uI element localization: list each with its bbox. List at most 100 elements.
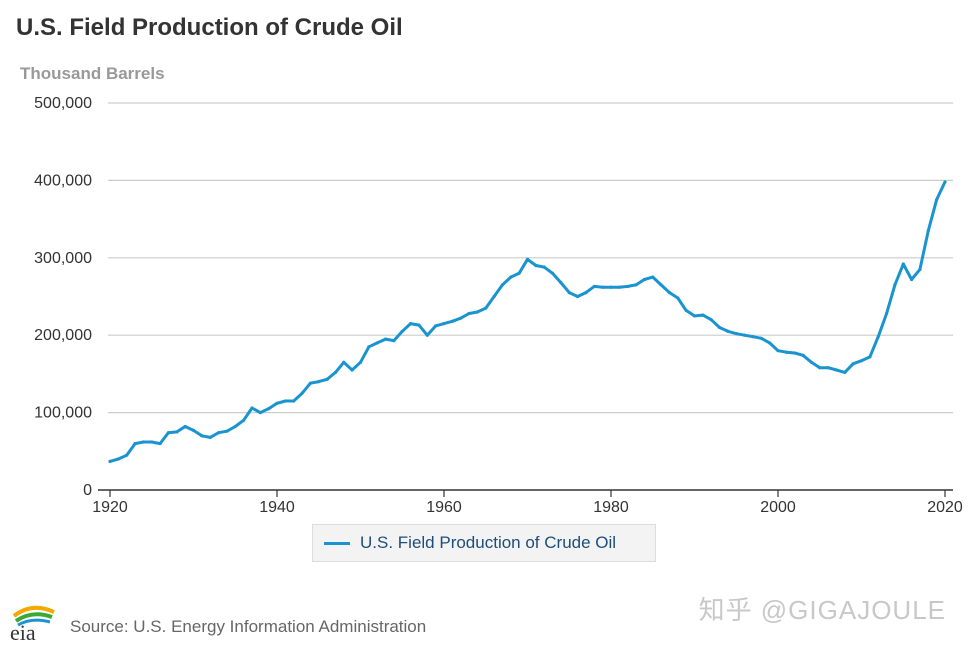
data-point xyxy=(191,428,196,433)
data-point xyxy=(383,337,388,341)
data-point xyxy=(642,277,647,282)
data-point xyxy=(484,306,488,310)
data-point xyxy=(859,359,864,363)
data-point xyxy=(125,453,129,457)
y-tick-label: 400,000 xyxy=(34,172,92,189)
legend-label: U.S. Field Production of Crude Oil xyxy=(360,533,617,552)
data-point xyxy=(709,318,713,322)
data-point xyxy=(651,275,655,279)
y-axis-unit-label: Thousand Barrels xyxy=(20,64,165,83)
data-point xyxy=(768,341,772,345)
data-point xyxy=(926,229,930,233)
series-line xyxy=(108,180,947,463)
data-point xyxy=(200,434,204,438)
data-point xyxy=(517,271,521,275)
data-point xyxy=(793,351,797,355)
data-point xyxy=(801,353,805,357)
data-point xyxy=(166,431,171,435)
data-point xyxy=(492,294,496,299)
data-point xyxy=(141,440,145,444)
x-tick-label: 2000 xyxy=(760,499,796,516)
data-point xyxy=(333,370,338,374)
legend[interactable]: U.S. Field Production of Crude Oil xyxy=(312,524,656,562)
data-point xyxy=(550,271,555,275)
data-point xyxy=(300,391,304,395)
data-point xyxy=(425,333,429,337)
grid-layer xyxy=(108,102,953,414)
data-point xyxy=(342,360,346,364)
data-point xyxy=(818,366,822,370)
data-point xyxy=(208,435,212,439)
chart-area: 0 100,000 200,000 300,000 400,000 500,000 1920… xyxy=(34,95,963,516)
chart-title: U.S. Field Production of Crude Oil xyxy=(16,14,403,41)
data-point xyxy=(108,459,112,463)
data-point xyxy=(175,430,179,434)
data-point xyxy=(308,381,312,385)
data-point xyxy=(634,283,638,287)
data-point xyxy=(158,441,162,446)
y-tick-label: 300,000 xyxy=(34,250,92,267)
data-point xyxy=(317,380,321,384)
data-point xyxy=(116,457,120,461)
series-layer xyxy=(108,180,947,463)
data-point xyxy=(567,291,571,295)
data-point xyxy=(434,324,438,328)
legend-swatch xyxy=(324,541,350,545)
data-point xyxy=(275,401,279,405)
data-point xyxy=(183,424,187,429)
data-point xyxy=(884,311,889,316)
y-tick-label: 200,000 xyxy=(34,327,92,344)
y-tick-label: 500,000 xyxy=(34,95,92,112)
data-point xyxy=(283,399,287,403)
data-point xyxy=(751,335,755,339)
data-point xyxy=(225,429,229,433)
data-point xyxy=(584,291,588,295)
source-note: Source: U.S. Energy Information Administ… xyxy=(70,617,427,636)
data-point xyxy=(826,366,830,370)
data-point xyxy=(876,335,880,339)
data-point xyxy=(601,285,605,289)
y-tick-label: 0 xyxy=(83,482,92,499)
data-point xyxy=(350,368,354,372)
data-point xyxy=(617,285,621,289)
data-point xyxy=(258,411,262,415)
x-tick-label: 1980 xyxy=(593,499,629,516)
data-point xyxy=(901,262,905,266)
data-point xyxy=(667,291,672,295)
y-tick-label: 100,000 xyxy=(34,405,92,422)
data-point xyxy=(759,336,763,340)
data-point xyxy=(576,294,580,299)
data-point xyxy=(500,283,505,287)
data-point xyxy=(467,311,471,316)
data-point xyxy=(743,333,747,337)
eia-logo: eia xyxy=(10,605,55,642)
data-point xyxy=(409,321,413,326)
data-point xyxy=(659,283,663,287)
data-point xyxy=(701,313,705,317)
data-point xyxy=(242,418,246,422)
data-point xyxy=(442,321,446,326)
data-point xyxy=(542,265,546,269)
eia-logo-text: eia xyxy=(10,620,36,642)
data-point xyxy=(717,325,722,330)
axis-layer: 0 100,000 200,000 300,000 400,000 500,000 1920… xyxy=(34,95,963,516)
data-point xyxy=(692,314,697,318)
data-point xyxy=(375,341,379,345)
data-point xyxy=(592,284,596,289)
x-tick-label: 1960 xyxy=(426,499,462,516)
data-point xyxy=(918,267,922,272)
data-point xyxy=(868,355,872,359)
data-point xyxy=(150,440,154,444)
data-point xyxy=(843,370,847,374)
data-point xyxy=(525,257,530,261)
data-point xyxy=(834,368,839,372)
data-point xyxy=(559,280,563,285)
data-point xyxy=(450,319,454,323)
x-tick-label: 2020 xyxy=(927,499,963,516)
data-point xyxy=(292,399,296,403)
data-point xyxy=(910,277,914,282)
data-point xyxy=(475,310,479,314)
data-point xyxy=(250,406,254,410)
data-point xyxy=(609,285,613,289)
data-point xyxy=(726,329,730,333)
